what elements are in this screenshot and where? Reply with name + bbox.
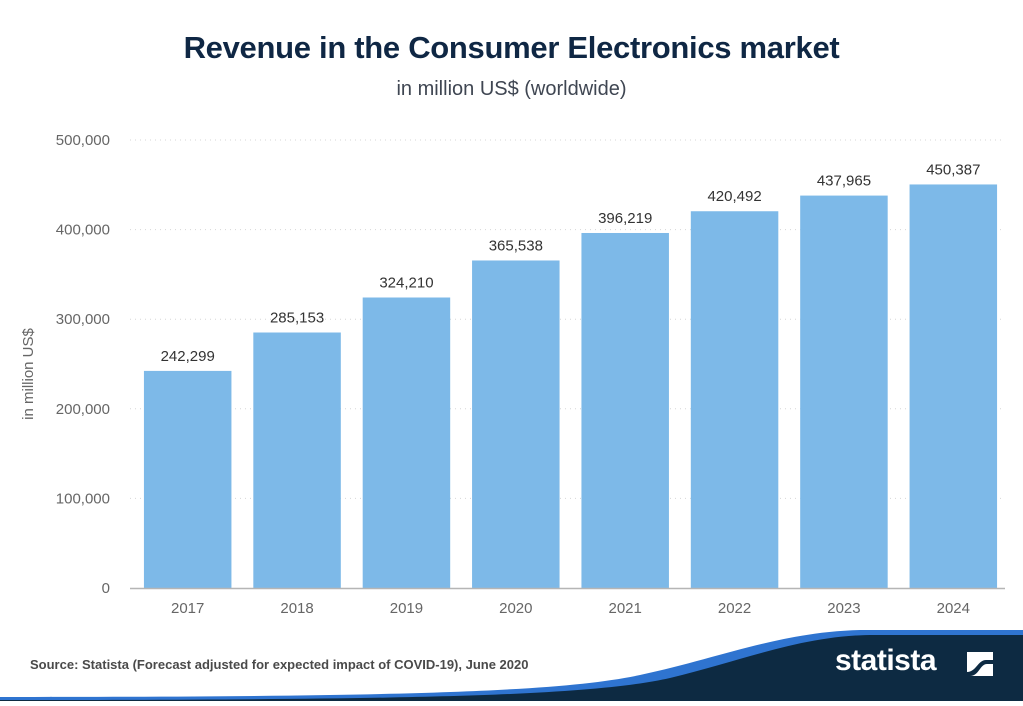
y-tick-label: 0 (102, 580, 110, 597)
statista-logo-text[interactable]: statista (835, 644, 937, 677)
y-axis-ticks: 0 100,000 200,000 300,000 400,000 500,000 (56, 132, 110, 597)
footer-dark-wave (0, 635, 1023, 701)
y-tick-label: 300,000 (56, 311, 110, 328)
y-tick-label: 500,000 (56, 132, 110, 149)
y-tick-label: 100,000 (56, 490, 110, 507)
data-labels: 242,299 285,153 324,210 365,538 396,219 420,4… (161, 161, 981, 364)
x-axis-ticks: 2017 2018 2019 2020 2021 2022 2023 2024 (171, 600, 970, 617)
bar-chart: 0 100,000 200,000 300,000 400,000 500,000 242… (20, 132, 1005, 617)
x-tick-label: 2022 (718, 600, 751, 617)
y-axis-label: in million US$ (20, 327, 37, 419)
x-tick-label: 2018 (280, 600, 313, 617)
data-label: 420,492 (707, 188, 761, 205)
bar (909, 184, 998, 588)
x-tick-label: 2021 (609, 600, 642, 617)
data-label: 437,965 (817, 173, 871, 190)
data-label: 450,387 (926, 161, 980, 178)
y-tick-label: 200,000 (56, 401, 110, 418)
data-label: 365,538 (489, 237, 543, 254)
y-tick-label: 400,000 (56, 222, 110, 239)
footer-band (0, 620, 1023, 701)
chart-title: Revenue in the Consumer Electronics mark… (183, 30, 840, 65)
data-label: 242,299 (161, 348, 215, 365)
statista-logo-icon (967, 652, 993, 676)
chart-subtitle: in million US$ (worldwide) (396, 78, 627, 100)
x-tick-label: 2024 (937, 600, 970, 617)
bar (800, 195, 888, 588)
bar (472, 260, 560, 588)
x-tick-label: 2017 (171, 600, 204, 617)
bar (253, 332, 341, 588)
source-note: Source: Statista (Forecast adjusted for … (30, 657, 529, 672)
data-label: 396,219 (598, 210, 652, 227)
x-tick-label: 2023 (827, 600, 860, 617)
x-tick-label: 2020 (499, 600, 532, 617)
bars (143, 184, 998, 588)
data-label: 285,153 (270, 310, 324, 327)
data-label: 324,210 (379, 275, 433, 292)
x-tick-label: 2019 (390, 600, 423, 617)
bar (362, 297, 451, 588)
bar (690, 211, 779, 588)
bar (143, 370, 232, 588)
bar (581, 232, 669, 588)
